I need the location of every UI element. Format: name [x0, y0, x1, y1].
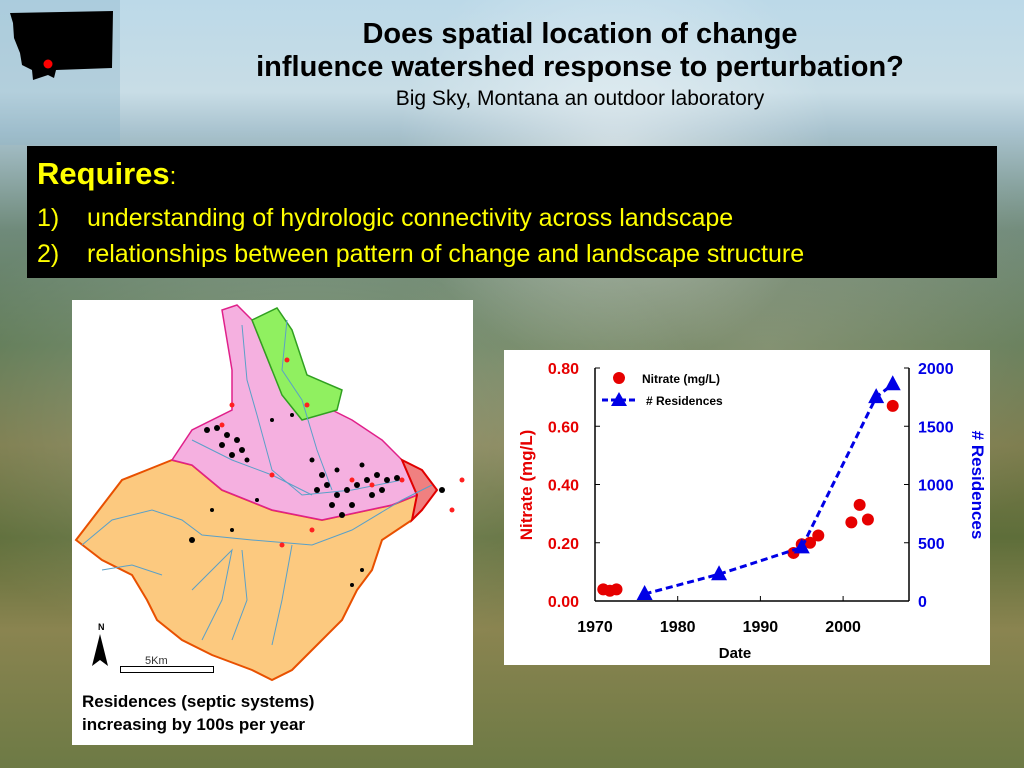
- svg-text:1980: 1980: [660, 619, 696, 636]
- scale-bar: [120, 666, 214, 673]
- nitrate-residences-chart-panel: 0.00 0.20 0.40 0.60 0.80 0 500 1000 1500 2000 1970…: [504, 350, 990, 665]
- title-line-1: Does spatial location of change: [362, 18, 798, 50]
- legend-residences-label: # Residences: [646, 394, 723, 408]
- north-arrow-icon: [92, 634, 108, 666]
- nitrate-residences-chart: 0.00 0.20 0.40 0.60 0.80 0 500 1000 1500 2000 1970…: [517, 361, 987, 662]
- requirement-item: 2) relationships between pattern of chang…: [37, 240, 805, 268]
- big-sky-location-marker: [43, 59, 53, 69]
- requirements-box: Requires: 1) understanding of hydrologic …: [27, 146, 997, 278]
- legend-nitrate-label: Nitrate (mg/L): [642, 372, 720, 386]
- svg-text:0.20: 0.20: [548, 536, 579, 553]
- svg-text:2000: 2000: [918, 361, 954, 378]
- svg-text:0.40: 0.40: [548, 478, 579, 495]
- requires-heading: Requires:: [37, 156, 177, 191]
- subtitle: Big Sky, Montana an outdoor laboratory: [395, 87, 765, 110]
- montana-inset-panel: [0, 0, 120, 145]
- scale-label: 5Km: [145, 655, 168, 667]
- svg-text:1970: 1970: [577, 619, 613, 636]
- svg-text:500: 500: [918, 536, 945, 553]
- watershed-map-panel: N 5Km Residences (septic systems) increa…: [72, 300, 473, 745]
- svg-text:1500: 1500: [918, 419, 954, 436]
- y2-axis-label: # Residences: [968, 431, 987, 540]
- legend-nitrate-marker: [613, 372, 625, 384]
- map-caption: Residences (septic systems) increasing b…: [82, 692, 315, 734]
- watershed-map: [74, 304, 465, 682]
- x-axis-label: Date: [719, 645, 752, 662]
- north-label: N: [98, 622, 105, 632]
- north-arrow-and-scale: N 5Km: [92, 622, 180, 667]
- requirement-item: 1) understanding of hydrologic connectivi…: [37, 204, 734, 232]
- svg-text:0.60: 0.60: [548, 419, 579, 436]
- svg-text:1990: 1990: [743, 619, 779, 636]
- svg-text:2000: 2000: [825, 619, 861, 636]
- svg-text:0: 0: [918, 594, 927, 611]
- montana-map-icon: [10, 11, 113, 80]
- y-axis-label: Nitrate (mg/L): [517, 430, 536, 541]
- slide-title: Does spatial location of change influenc…: [140, 18, 1020, 114]
- title-line-2: influence watershed response to perturba…: [256, 51, 904, 83]
- svg-text:0.80: 0.80: [548, 361, 579, 378]
- svg-text:1000: 1000: [918, 478, 954, 495]
- legend-residences-marker: [611, 392, 627, 406]
- svg-text:0.00: 0.00: [548, 594, 579, 611]
